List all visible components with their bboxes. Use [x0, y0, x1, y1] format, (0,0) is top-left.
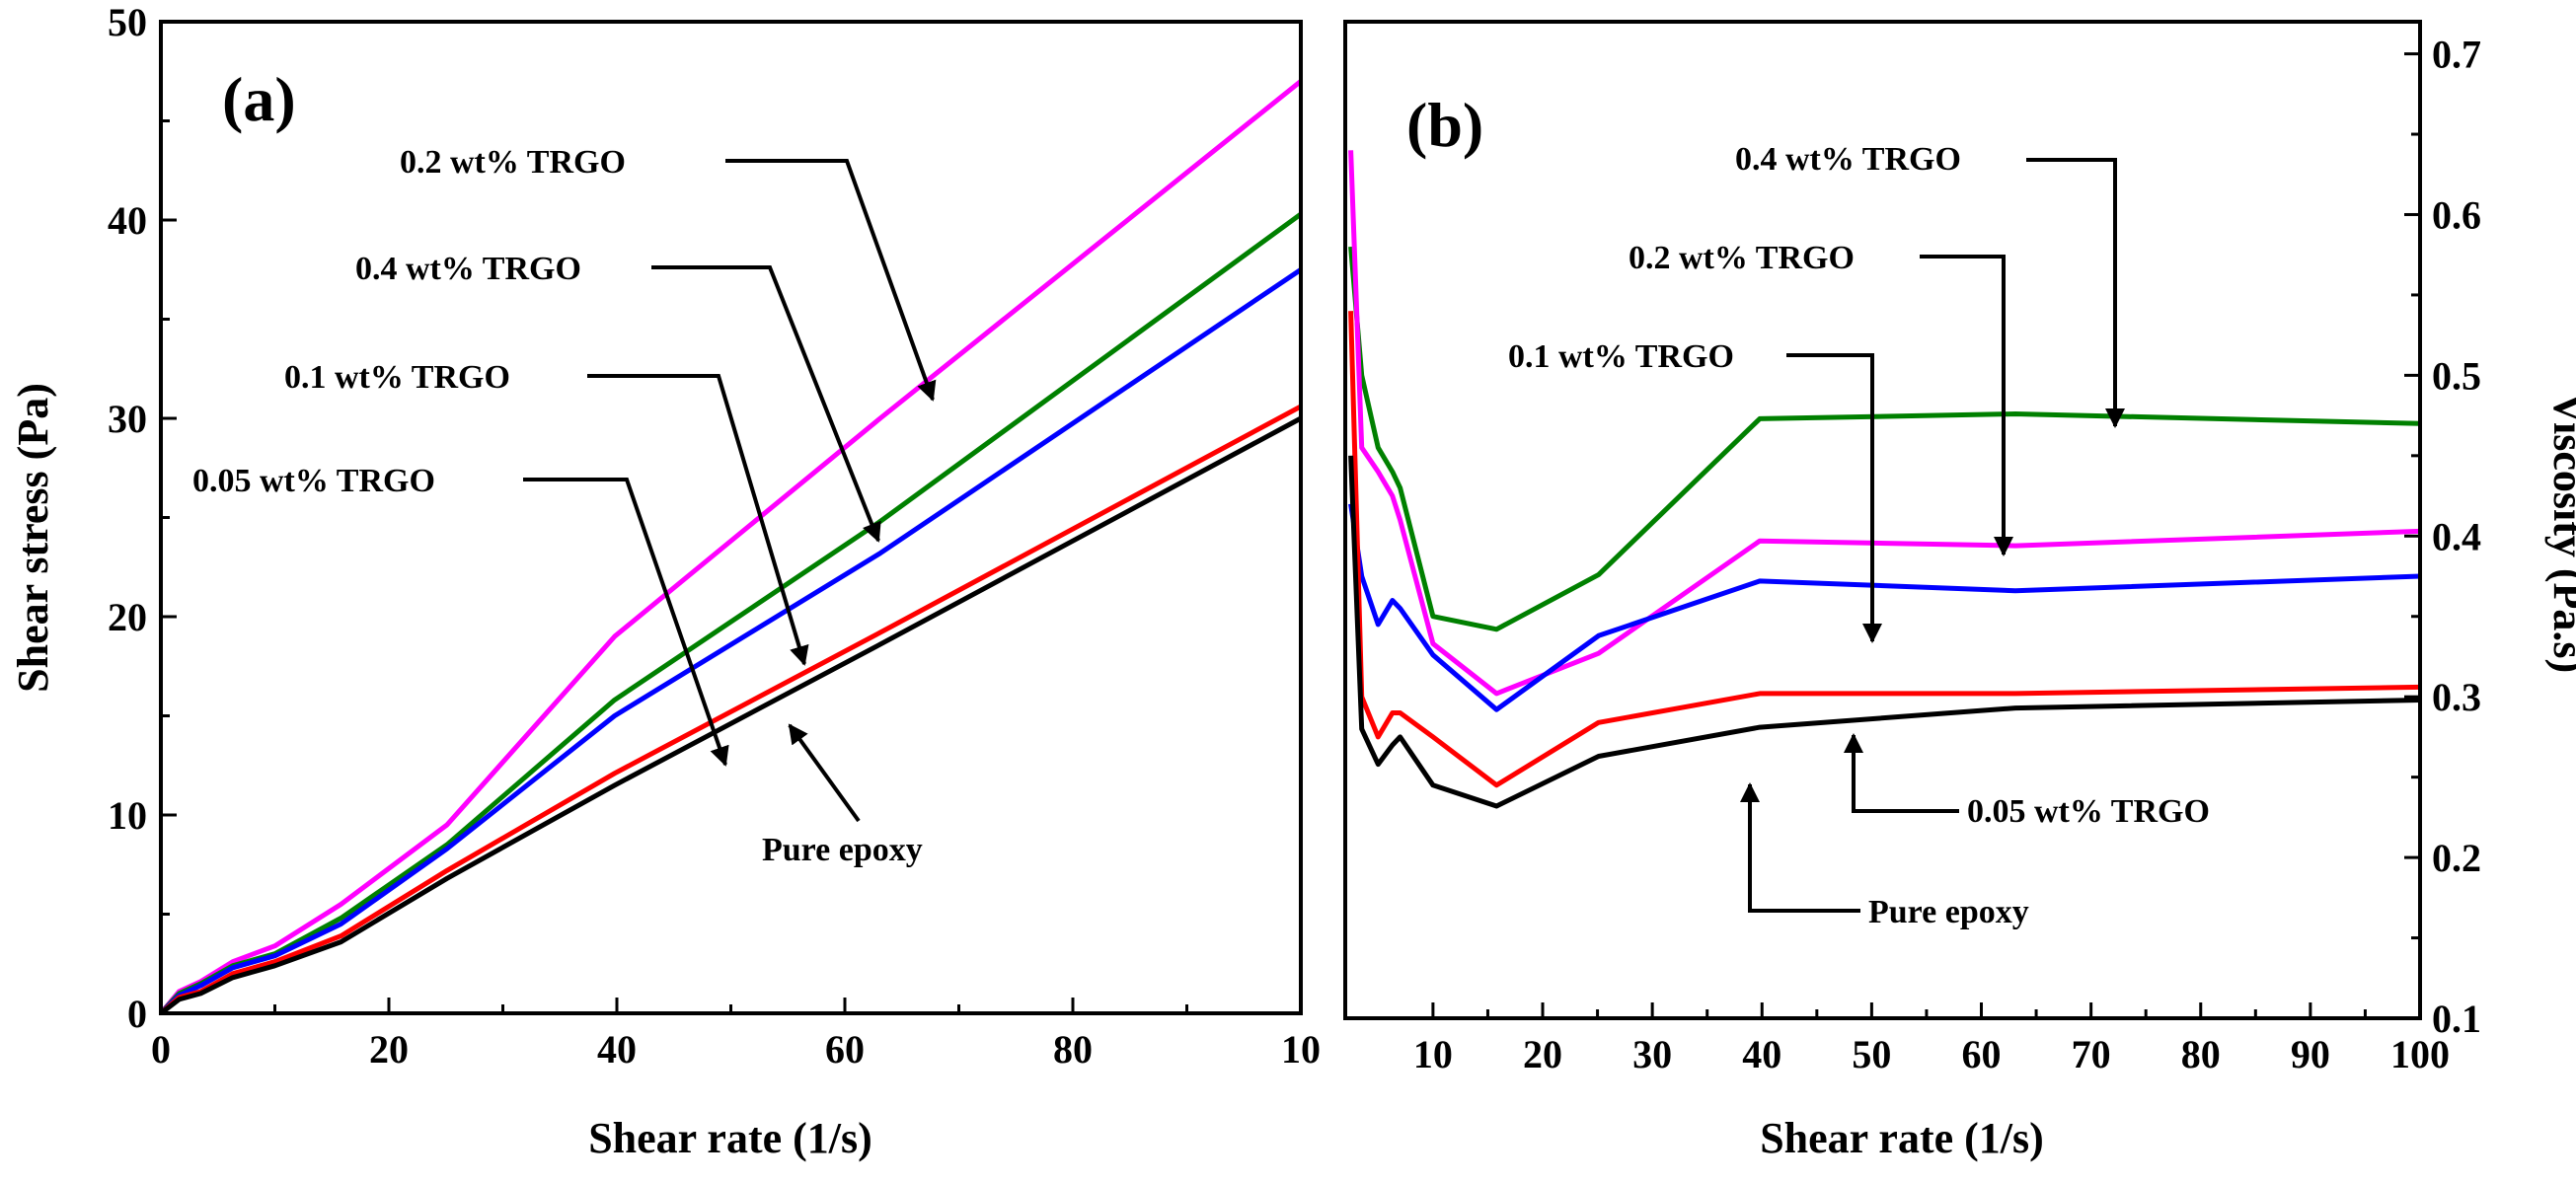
panel-a-frame [159, 20, 1303, 1015]
panel-b-y-tick-label: 0.4 [2432, 514, 2481, 558]
panel-b-series-line [1348, 150, 2421, 697]
panel-a-y-axis-label: Shear stress (Pa) [9, 383, 57, 693]
panel-a-annotation: Pure epoxy [762, 832, 923, 868]
panel-b-y-tick-label: 0.6 [2432, 192, 2481, 237]
panel-b: (b) Shear rate (1/s) Viscosity (Pa.s) [1406, 90, 2576, 1162]
panel-b-annotation-arrow [1740, 782, 1860, 913]
panel-b-x-tick-label: 30 [1632, 1032, 1672, 1076]
panel-b-y-tick-label: 0.7 [2432, 33, 2481, 77]
panel-b-annotation-arrow [1920, 255, 2013, 556]
panel-a-y-tick-label: 10 [108, 793, 147, 838]
panel-a-y-tick-label: 50 [108, 0, 147, 44]
panel-b-x-tick-label: 70 [2072, 1032, 2111, 1076]
panel-b-x-tick-label: 100 [2390, 1032, 2450, 1076]
panel-b-x-tick-label: 80 [2181, 1032, 2221, 1076]
panel-a-annotation: 0.2 wt% TRGO [400, 144, 626, 181]
panel-b-series-line [1348, 311, 2421, 788]
panel-a-annotations: 0.2 wt% TRGO 0.4 wt% TRGO 0.1 wt% TRGO 0… [192, 144, 937, 868]
panel-b-annotation: Pure epoxy [1868, 894, 2029, 930]
panel-a-x-tick-label: 0 [151, 1027, 171, 1072]
panel-a: (a) Shear rate (1/s) Shear stress (Pa) [9, 64, 872, 1162]
panel-b-annotation-arrow [2026, 158, 2125, 428]
panel-a-x-axis-label: Shear rate (1/s) [588, 1114, 872, 1162]
panel-b-annotation: 0.05 wt% TRGO [1967, 793, 2210, 830]
panel-b-y-axis-label: Viscosity (Pa.s) [2544, 393, 2576, 673]
panel-a-series-line [159, 211, 1303, 1015]
panel-a-y-tick-label: 30 [108, 397, 147, 441]
panel-a-series-line [159, 79, 1303, 1015]
panel-a-annotation: 0.05 wt% TRGO [192, 463, 435, 499]
panel-b-x-tick-label: 50 [1852, 1032, 1891, 1076]
panel-a-annotation-arrow [788, 723, 861, 823]
panel-a-y-tick-label: 0 [127, 992, 147, 1036]
panel-b-annotation: 0.4 wt% TRGO [1735, 141, 1961, 178]
panel-a-x-tick-label: 40 [597, 1027, 637, 1072]
panel-b-label: (b) [1406, 90, 1483, 160]
panel-a-annotation: 0.4 wt% TRGO [355, 251, 581, 287]
panel-a-annotation: 0.1 wt% TRGO [284, 359, 510, 396]
panel-b-x-tick-label: 40 [1742, 1032, 1781, 1076]
panel-b-annotation-arrow [1786, 353, 1882, 643]
panel-b-x-tick-label: 20 [1523, 1032, 1562, 1076]
panel-a-series-line [159, 415, 1303, 1015]
panel-b-y-tick-label: 0.5 [2432, 353, 2481, 398]
panel-a-x-tick-label: 20 [369, 1027, 409, 1072]
panel-a-y-tick-label: 40 [108, 198, 147, 243]
panel-a-annotation-arrow [523, 478, 729, 767]
panel-b-x-axis-label: Shear rate (1/s) [1760, 1114, 2044, 1162]
panel-b-annotation: 0.2 wt% TRGO [1629, 240, 1855, 276]
panel-b-annotation-arrow [1844, 733, 1959, 813]
panel-a-annotation-arrow [725, 159, 937, 402]
panel-b-series-line [1348, 455, 2421, 809]
panel-a-x-tick-label: 10 [1281, 1027, 1321, 1072]
panel-a-label: (a) [222, 64, 296, 134]
panel-b-x-tick-label: 10 [1413, 1032, 1453, 1076]
panel-a-y-tick-label: 20 [108, 595, 147, 639]
panel-b-annotations: 0.4 wt% TRGO 0.2 wt% TRGO 0.1 wt% TRGO 0… [1508, 141, 2210, 930]
panel-a-annotation-arrow [651, 265, 881, 543]
panel-a-series-line [159, 267, 1303, 1015]
panel-b-series-line [1348, 246, 2421, 632]
panel-b-series-line [1348, 503, 2421, 712]
panel-a-x-tick-label: 80 [1053, 1027, 1093, 1072]
panel-a-annotation-arrow [587, 374, 809, 666]
panel-b-frame [1343, 20, 2422, 1020]
panel-a-x-tick-label: 60 [825, 1027, 865, 1072]
panel-b-x-tick-label: 90 [2291, 1032, 2330, 1076]
panel-b-y-tick-label: 0.2 [2432, 836, 2481, 880]
panel-b-y-tick-label: 0.1 [2432, 997, 2481, 1041]
panel-b-annotation: 0.1 wt% TRGO [1508, 338, 1734, 375]
panel-b-x-tick-label: 60 [1962, 1032, 2002, 1076]
panel-b-y-tick-label: 0.3 [2432, 675, 2481, 719]
